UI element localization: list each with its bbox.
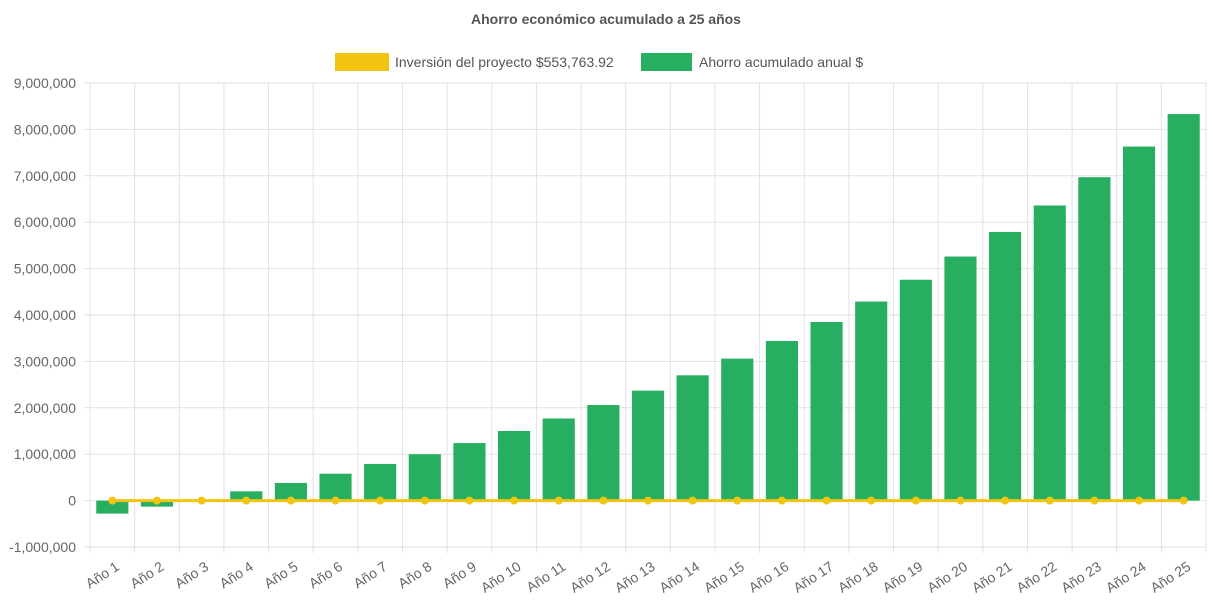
investment-point[interactable] xyxy=(465,496,474,505)
legend-label-investment[interactable]: Inversión del proyecto $553,763.92 xyxy=(395,54,614,70)
savings-bar[interactable] xyxy=(810,321,843,501)
investment-point[interactable] xyxy=(108,496,117,505)
y-tick-label: -1,000,000 xyxy=(9,539,76,555)
investment-point[interactable] xyxy=(420,496,429,505)
bar-series xyxy=(96,114,1200,514)
investment-point[interactable] xyxy=(777,496,786,505)
legend-label-savings[interactable]: Ahorro acumulado anual $ xyxy=(699,54,863,70)
savings-bar[interactable] xyxy=(1078,177,1111,501)
investment-point[interactable] xyxy=(688,496,697,505)
investment-point[interactable] xyxy=(331,496,340,505)
y-tick-label: 7,000,000 xyxy=(14,168,76,184)
savings-bar[interactable] xyxy=(408,454,441,501)
savings-bar[interactable] xyxy=(96,500,129,514)
savings-bar[interactable] xyxy=(721,358,754,501)
savings-bar[interactable] xyxy=(274,482,307,501)
investment-point[interactable] xyxy=(554,496,563,505)
investment-point[interactable] xyxy=(510,496,519,505)
x-tick-label: Año 2 xyxy=(127,558,167,591)
savings-bar[interactable] xyxy=(542,418,575,501)
investment-point[interactable] xyxy=(1090,496,1099,505)
x-tick-label: Año 4 xyxy=(216,558,256,591)
savings-bar[interactable] xyxy=(765,340,798,501)
investment-point[interactable] xyxy=(1001,496,1010,505)
investment-point[interactable] xyxy=(822,496,831,505)
x-tick-label: Año 17 xyxy=(790,558,836,596)
savings-bar[interactable] xyxy=(230,491,263,501)
y-tick-label: 6,000,000 xyxy=(14,214,76,230)
x-tick-label: Año 5 xyxy=(261,558,301,591)
savings-bar[interactable] xyxy=(498,431,531,501)
investment-point[interactable] xyxy=(1045,496,1054,505)
x-axis: Año 1 Año 2 Año 3 Año 4 Año 5 Año 6 Año 7 Año 8… xyxy=(83,558,1194,596)
x-tick-label: Año 20 xyxy=(924,558,970,596)
x-tick-label: Año 25 xyxy=(1147,558,1193,596)
x-tick-label: Año 24 xyxy=(1103,558,1149,596)
x-tick-label: Año 10 xyxy=(478,558,524,596)
investment-point[interactable] xyxy=(286,496,295,505)
legend-swatch-savings[interactable] xyxy=(641,53,692,71)
y-tick-label: 2,000,000 xyxy=(14,400,76,416)
savings-bar[interactable] xyxy=(989,231,1022,501)
x-tick-label: Año 18 xyxy=(835,558,881,596)
x-tick-label: Año 13 xyxy=(612,558,658,596)
investment-point[interactable] xyxy=(644,496,652,505)
y-tick-label: 8,000,000 xyxy=(14,121,76,137)
x-tick-label: Año 7 xyxy=(350,558,390,591)
savings-bar[interactable] xyxy=(587,405,620,501)
investment-point[interactable] xyxy=(867,496,876,505)
x-tick-label: Año 23 xyxy=(1058,558,1104,596)
savings-bar[interactable] xyxy=(364,463,397,501)
investment-point[interactable] xyxy=(911,496,920,505)
x-tick-label: Año 22 xyxy=(1013,558,1059,596)
y-tick-label: 0 xyxy=(68,493,76,509)
x-tick-label: Año 6 xyxy=(306,558,346,591)
savings-bar[interactable] xyxy=(1122,146,1156,501)
investment-point[interactable] xyxy=(956,496,965,505)
investment-point[interactable] xyxy=(733,496,742,505)
legend: Inversión del proyecto $553,763.92 Ahorr… xyxy=(335,53,863,71)
legend-swatch-investment[interactable] xyxy=(335,53,389,71)
savings-bar[interactable] xyxy=(676,375,709,501)
x-tick-label: Año 16 xyxy=(746,558,792,596)
investment-point[interactable] xyxy=(1135,496,1144,505)
line-series xyxy=(108,496,1188,505)
x-tick-label: Año 19 xyxy=(880,558,926,596)
x-tick-label: Año 21 xyxy=(969,558,1015,596)
savings-bar[interactable] xyxy=(631,390,665,501)
y-axis: 9,000,000 8,000,000 7,000,000 6,000,000 5,00… xyxy=(9,75,76,555)
x-tick-label: Año 14 xyxy=(656,558,702,596)
savings-bar[interactable] xyxy=(453,443,486,501)
y-tick-label: 4,000,000 xyxy=(14,307,76,323)
savings-bar[interactable] xyxy=(855,301,888,501)
x-tick-label: Año 1 xyxy=(83,558,123,591)
savings-bar[interactable] xyxy=(899,279,932,501)
investment-point[interactable] xyxy=(197,496,206,505)
savings-bar[interactable] xyxy=(319,473,352,501)
x-tick-label: Año 9 xyxy=(440,558,480,591)
investment-point[interactable] xyxy=(376,496,385,505)
investment-point[interactable] xyxy=(599,496,608,505)
savings-bar[interactable] xyxy=(1033,205,1066,501)
y-tick-label: 9,000,000 xyxy=(14,75,76,91)
x-tick-label: Año 3 xyxy=(172,558,212,591)
gridlines xyxy=(84,82,1207,553)
investment-point[interactable] xyxy=(152,496,161,505)
y-tick-label: 1,000,000 xyxy=(14,446,76,462)
x-tick-label: Año 15 xyxy=(701,558,747,596)
savings-bar[interactable] xyxy=(1167,114,1200,501)
investment-point[interactable] xyxy=(242,496,251,505)
x-tick-label: Año 11 xyxy=(523,558,568,595)
chart-title: Ahorro económico acumulado a 25 años xyxy=(471,11,741,27)
y-tick-label: 5,000,000 xyxy=(14,261,76,277)
x-tick-label: Año 8 xyxy=(395,558,435,591)
x-tick-label: Año 12 xyxy=(567,558,613,596)
y-tick-label: 3,000,000 xyxy=(14,353,76,369)
savings-bar[interactable] xyxy=(944,256,977,501)
investment-point[interactable] xyxy=(1179,496,1188,505)
